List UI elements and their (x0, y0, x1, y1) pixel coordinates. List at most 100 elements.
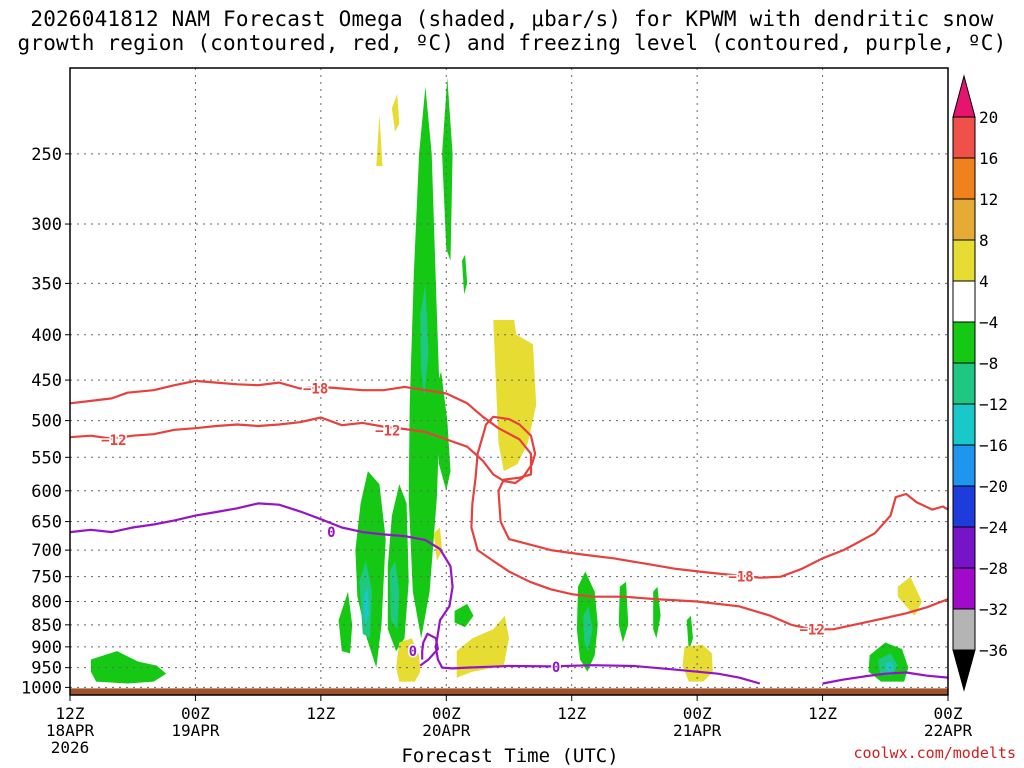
colorbar-label-4: 4 (979, 272, 989, 291)
x-tick-label-7-0: 00Z (934, 704, 963, 723)
y-tick-label-750: 750 (31, 568, 62, 588)
y-tick-label-550: 550 (31, 448, 62, 468)
contour-label--18: −18 (303, 382, 328, 398)
omega-region-25 (433, 527, 443, 561)
colorbar-seg-11 (952, 526, 976, 569)
y-tick-label-1000: 1000 (21, 678, 62, 698)
y-tick-label-250: 250 (31, 145, 62, 165)
contour-label-label_m12_right: −12 (799, 622, 824, 638)
colorbar-seg-3 (952, 198, 976, 241)
omega-region-0 (376, 115, 383, 166)
colorbar-seg-10 (952, 485, 976, 528)
omega-region-28 (897, 576, 922, 616)
plot-border (69, 67, 949, 696)
colorbar-label-7: −12 (979, 395, 1008, 414)
omega-region-6 (387, 484, 409, 652)
colorbar-seg-1 (952, 116, 976, 159)
x-tick-label-6-0: 12Z (808, 704, 837, 723)
contour-label-label_m18_right: −18 (728, 570, 753, 586)
contour--18 (69, 379, 949, 579)
x-tick-label-1-1: 19APR (171, 721, 220, 740)
omega-region-24 (396, 638, 421, 682)
x-tick-label-1-0: 00Z (181, 704, 210, 723)
contour-0b (822, 671, 949, 685)
omega-shading (90, 77, 922, 684)
omega-region-21 (363, 586, 369, 625)
colorbar-label-0: 20 (979, 108, 998, 127)
omega-region-26 (456, 615, 509, 678)
colorbar-seg-9 (952, 444, 976, 487)
y-tick-label-650: 650 (31, 513, 62, 533)
colorbar-label-13: −36 (979, 641, 1008, 660)
x-tick-label-2-0: 12Z (306, 704, 335, 723)
y-axis-ticks: 2503003504004505005506006507007508008509… (21, 145, 70, 698)
omega-region-9 (454, 603, 474, 628)
y-tick-label-350: 350 (31, 274, 62, 294)
y-tick-label-600: 600 (31, 482, 62, 502)
colorbar-seg-7 (952, 362, 976, 405)
contour-label--12: −12 (101, 433, 126, 449)
y-tick-label-850: 850 (31, 616, 62, 636)
omega-region-8 (462, 254, 468, 295)
omega-region-18 (420, 283, 429, 397)
x-tick-label-3-1: 20APR (422, 721, 471, 740)
colorbar-seg-8 (952, 403, 976, 446)
omega-region-23 (493, 320, 537, 472)
omega-region-11 (618, 581, 629, 643)
x-axis-label: Forecast Time (UTC) (401, 745, 619, 767)
colorbar-label-9: −20 (979, 477, 1008, 496)
colorbar-label-1: 16 (979, 149, 998, 168)
chart-title-line1: 2026041812 NAM Forecast Omega (shaded, μ… (30, 7, 994, 31)
colorbar-label-5: −4 (979, 313, 998, 332)
omega-region-7 (338, 591, 353, 654)
x-tick-label-0-0: 12Z (56, 704, 85, 723)
x-tick-label-4-0: 12Z (557, 704, 586, 723)
colorbar-bottom-arrow (952, 649, 976, 692)
omega-region-5 (355, 471, 386, 668)
contour-0 (69, 502, 761, 685)
plot-frame (69, 67, 949, 696)
x-tick-label-3-0: 00Z (432, 704, 461, 723)
omega-region-12 (653, 586, 661, 639)
omega-region-27 (682, 644, 713, 682)
contour-label-0c: 0 (409, 644, 417, 660)
y-tick-label-900: 900 (31, 638, 62, 658)
colorbar-label-10: −24 (979, 518, 1008, 537)
colorbar-seg-13 (952, 608, 976, 651)
y-tick-label-300: 300 (31, 215, 62, 235)
ground-fill (70, 688, 948, 695)
y-tick-label-700: 700 (31, 541, 62, 561)
omega-region-14 (90, 651, 167, 684)
colorbar-seg-12 (952, 567, 976, 610)
colorbar-label-6: −8 (979, 354, 998, 373)
chart-title-line2: growth region (contoured, red, ºC) and f… (17, 31, 1007, 55)
y-tick-label-800: 800 (31, 593, 62, 613)
contour-0c (419, 632, 439, 667)
temperature-contours: −18 −12 0 0 0 −18 −12 −12 (69, 379, 949, 685)
omega-region-17 (389, 561, 400, 630)
omega-region-1 (391, 94, 400, 132)
y-tick-label-950: 950 (31, 659, 62, 679)
colorbar-label-12: −32 (979, 600, 1008, 619)
omega-region-19 (583, 606, 593, 652)
y-tick-label-400: 400 (31, 326, 62, 346)
x-tick-label-7-1: 22APR (924, 721, 973, 740)
contour-label-label_m12_upper: −12 (375, 424, 400, 440)
x-tick-label-5-0: 00Z (683, 704, 712, 723)
contour-label-0: 0 (327, 525, 335, 541)
omega-region-22 (885, 661, 894, 672)
omega-region-13 (686, 615, 693, 652)
colorbar-seg-6 (952, 321, 976, 364)
colorbar-label-8: −16 (979, 436, 1008, 455)
colorbar-label-11: −28 (979, 559, 1008, 578)
contour-label-label_zero_mid: 0 (552, 660, 560, 676)
y-tick-label-500: 500 (31, 412, 62, 432)
colorbar-label-2: 12 (979, 190, 998, 209)
credit-link[interactable]: coolwx.com/modelts (853, 744, 1016, 762)
colorbar-seg-4 (952, 239, 976, 282)
omega-region-3 (442, 77, 453, 261)
colorbar-label-3: 8 (979, 231, 989, 250)
y-tick-label-450: 450 (31, 371, 62, 391)
